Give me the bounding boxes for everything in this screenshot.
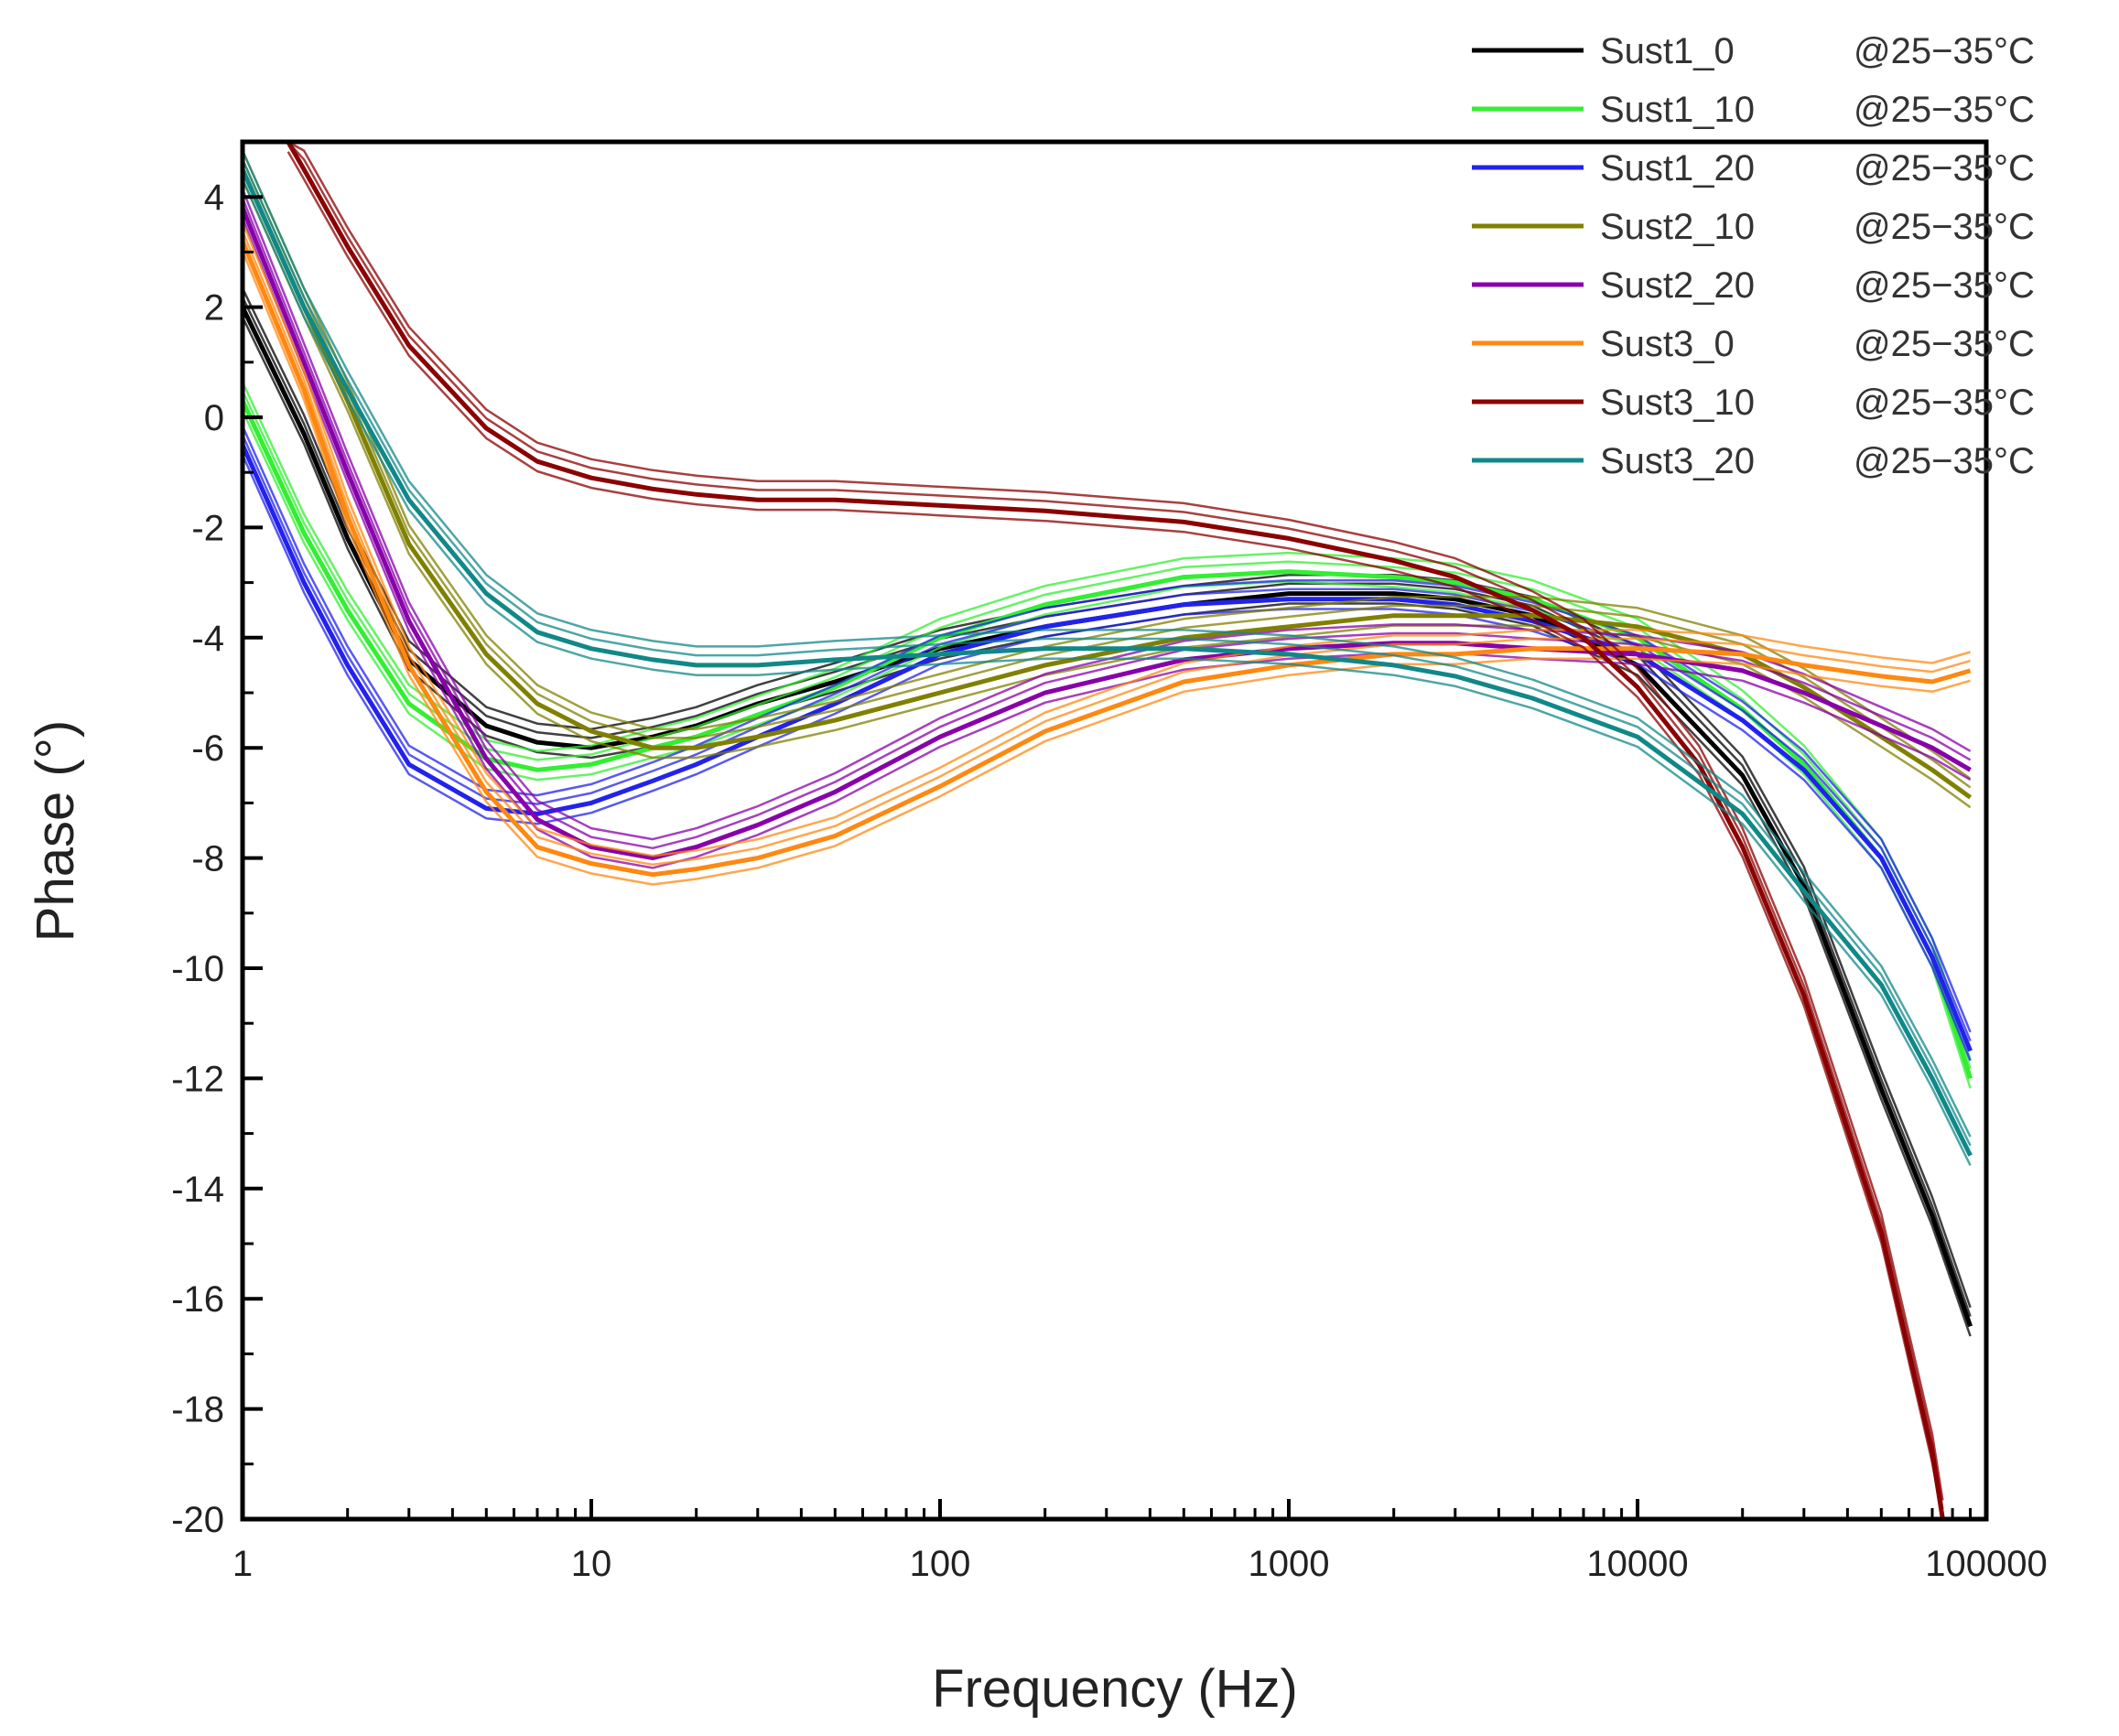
legend-label: Sust1_20 (1600, 148, 1755, 189)
series-trace (241, 158, 1972, 1147)
plot-frame (240, 139, 1989, 1522)
y-tick-label: -6 (191, 728, 224, 769)
series-sust3-0 (240, 221, 1972, 886)
y-tick-label: 0 (204, 398, 224, 438)
x-tick-label: 1000 (1249, 1544, 1330, 1584)
legend-item: Sust3_0 @25−35°C (1472, 324, 2035, 364)
legend-item: Sust1_0 @25−35°C (1472, 31, 2035, 71)
legend-label: Sust2_20 (1600, 265, 1755, 306)
series-line (240, 168, 1973, 1157)
legend-label: Sust3_10 (1600, 383, 1755, 423)
series-line (240, 168, 1973, 800)
legend-item: Sust1_20 @25−35°C (1472, 148, 2035, 189)
series-line (240, 444, 1973, 1052)
legend-item: Sust2_10 @25−35°C (1472, 207, 2035, 247)
series-line (240, 240, 1972, 878)
legend-label: Sust1_10 (1600, 90, 1755, 130)
series-line (286, 140, 1945, 1520)
y-tick-label: -20 (171, 1500, 224, 1540)
legend-condition: @25−35°C (1854, 265, 2035, 306)
series-trace (241, 217, 1972, 869)
y-tick-label: 2 (204, 288, 224, 329)
y-tick-label: -10 (171, 949, 224, 989)
series-trace (241, 410, 1972, 1089)
legend-condition: @25−35°C (1854, 441, 2035, 481)
y-tick-label: -12 (171, 1059, 224, 1099)
y-tick-label: -8 (191, 839, 224, 879)
x-tick-label: 100000 (1925, 1544, 2047, 1584)
legend-item: Sust2_20 @25−35°C (1472, 265, 2035, 306)
series-layer (240, 140, 1973, 1520)
legend-item: Sust3_10 @25−35°C (1472, 383, 2035, 423)
series-trace (241, 434, 1972, 1041)
series-sust1-10 (240, 381, 1973, 1089)
legend-condition: @25−35°C (1854, 207, 2035, 247)
series-trace (241, 158, 1972, 789)
series-trace (241, 381, 1972, 1061)
legend-condition: @25−35°C (1854, 324, 2035, 364)
legend-condition: @25−35°C (1854, 148, 2035, 189)
series-trace (241, 197, 1972, 850)
x-tick-label: 10 (571, 1544, 612, 1584)
x-axis: 1 10 100 1000 10000 100000 (232, 1499, 2048, 1584)
legend-condition: @25−35°C (1854, 90, 2035, 130)
legend-label: Sust2_10 (1600, 207, 1755, 247)
y-axis-title: Phase (°) (26, 720, 85, 942)
y-tick-label: 4 (204, 178, 224, 218)
series-line (240, 207, 1972, 861)
series-trace (241, 231, 1971, 867)
legend-condition: @25−35°C (1854, 383, 2035, 423)
series-sust3-10 (286, 140, 1945, 1520)
legend-condition: @25−35°C (1854, 31, 2035, 71)
legend: Sust1_0 @25−35°C Sust1_10 @25−35°C Sust1_20 @… (1472, 31, 2035, 481)
y-tick-label: -4 (191, 619, 224, 659)
series-trace (241, 297, 1972, 1317)
y-tick-label: -18 (171, 1390, 224, 1430)
y-tick-label: -14 (171, 1170, 224, 1210)
x-axis-title: Frequency (Hz) (932, 1659, 1298, 1719)
series-trace (287, 140, 1944, 1501)
x-tick-label: 10000 (1586, 1544, 1688, 1584)
series-trace (241, 221, 1971, 857)
legend-item: Sust1_10 @25−35°C (1472, 90, 2035, 130)
legend-label: Sust3_20 (1600, 441, 1755, 481)
y-tick-label: -2 (191, 508, 224, 548)
legend-label: Sust3_0 (1600, 324, 1735, 364)
legend-label: Sust1_0 (1600, 31, 1735, 71)
series-trace (286, 151, 1944, 1520)
y-axis: 4 2 0 -2 -4 -6 -8 -10 -12 -14 -16 -18 -20 (171, 178, 263, 1540)
y-tick-label: -16 (171, 1279, 224, 1320)
series-line (240, 306, 1973, 1328)
series-trace (286, 141, 1944, 1510)
x-tick-label: 1 (232, 1544, 253, 1584)
legend-item: Sust3_20 @25−35°C (1472, 441, 2035, 481)
series-trace (241, 150, 1972, 1138)
x-tick-label: 100 (910, 1544, 971, 1584)
series-sust3-20 (240, 150, 1973, 1167)
series-trace (241, 250, 1971, 886)
series-trace (241, 178, 1972, 1167)
series-trace (241, 178, 1972, 809)
